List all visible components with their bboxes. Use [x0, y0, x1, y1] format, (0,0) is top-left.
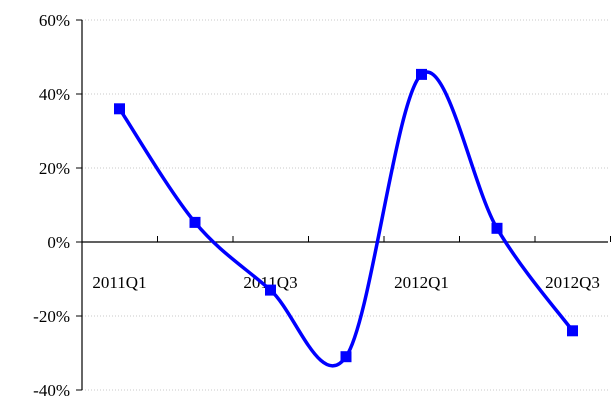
y-axis-labels: 60% 40% 20% 0% -20% -40%	[33, 11, 70, 396]
x-tick-label: 2012Q1	[394, 273, 449, 292]
y-tick-label: 60%	[39, 11, 70, 30]
data-point-marker	[567, 325, 578, 337]
gridlines	[82, 19, 608, 391]
data-point-marker	[114, 103, 125, 115]
data-point-marker	[340, 351, 352, 363]
series-line	[117, 70, 575, 368]
y-tick-label: -40%	[33, 381, 70, 396]
y-tick-label: 20%	[39, 159, 70, 178]
data-point-marker	[416, 68, 427, 80]
data-point-marker	[265, 284, 276, 296]
y-tick-label: 40%	[39, 85, 70, 104]
x-tick-label: 2012Q3	[545, 273, 600, 292]
x-axis-labels: 2011Q1 2011Q3 2012Q1 2012Q3	[92, 273, 599, 292]
x-tick-label: 2011Q1	[92, 273, 146, 292]
series-group	[114, 68, 578, 368]
data-point-marker	[491, 222, 503, 234]
data-point-marker	[189, 216, 201, 228]
axes	[76, 19, 611, 391]
y-tick-label: -20%	[33, 307, 70, 326]
y-tick-label: 0%	[47, 233, 70, 252]
